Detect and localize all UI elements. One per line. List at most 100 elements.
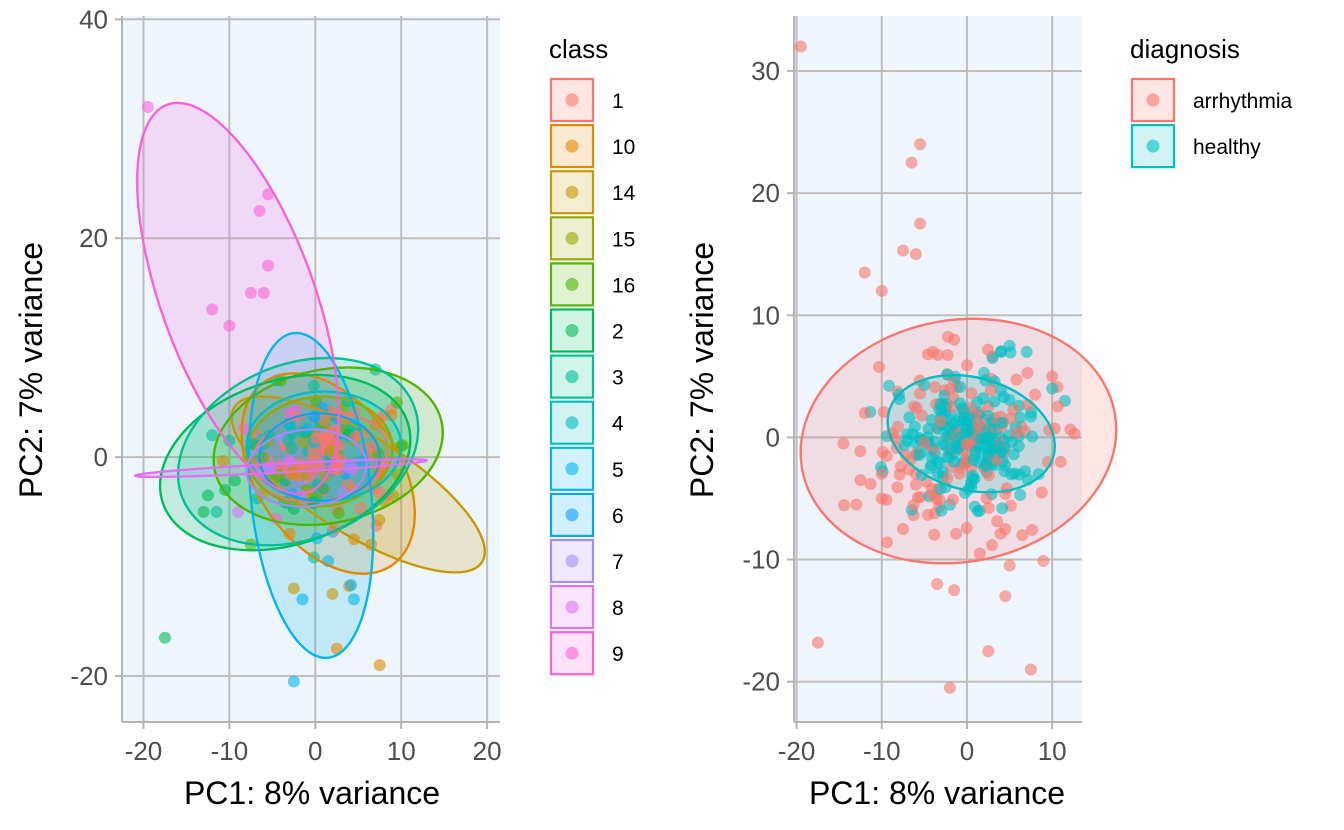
point-healthy (998, 465, 1011, 478)
legend-class: class 1 10 14 15 16 2 3 4 5 6 7 8 9 (549, 34, 636, 676)
point-healthy (908, 420, 921, 433)
legend-class-key-point (565, 646, 579, 660)
point-9 (262, 259, 275, 272)
point-arrhythmia (1046, 370, 1059, 383)
legend-class-label: 5 (612, 459, 624, 482)
right-points (794, 40, 1081, 694)
point-arrhythmia (837, 437, 850, 450)
left-x-tick-label: -20 (125, 736, 163, 766)
point-arrhythmia (914, 217, 927, 230)
left-x-tick-label: -10 (211, 736, 249, 766)
legend-class-key-point (565, 231, 579, 245)
point-16 (273, 468, 286, 481)
point-healthy (966, 469, 979, 482)
point-3 (210, 505, 223, 518)
point-8 (231, 505, 244, 518)
legend-diagnosis-title: diagnosis (1130, 34, 1240, 64)
point-9 (262, 188, 275, 201)
point-arrhythmia (1016, 529, 1029, 542)
point-7 (342, 461, 355, 474)
point-arrhythmia (1051, 400, 1064, 413)
point-1 (310, 432, 323, 445)
legend-class-item: 15 (549, 216, 635, 261)
left-x-axis-title: PC1: 8% variance (184, 775, 440, 811)
point-9 (257, 286, 270, 299)
ellipse-outline-9 (136, 101, 340, 496)
point-2 (228, 474, 241, 487)
point-2 (197, 505, 210, 518)
point-arrhythmia (960, 438, 973, 451)
point-arrhythmia (873, 360, 886, 373)
right-x-tick-label: -10 (863, 736, 901, 766)
point-9 (206, 303, 219, 316)
ellipse-outline-15 (245, 395, 394, 508)
point-1 (354, 502, 367, 515)
point-healthy (922, 422, 935, 435)
right-y-tick-label: 30 (751, 56, 780, 86)
point-arrhythmia (934, 415, 947, 428)
point-arrhythmia (794, 40, 807, 53)
point-5 (296, 593, 309, 606)
point-arrhythmia (928, 381, 941, 394)
point-arrhythmia (917, 436, 930, 449)
point-arrhythmia (891, 481, 904, 494)
right-x-tick-label: 10 (1038, 736, 1067, 766)
point-10 (385, 409, 398, 422)
point-healthy (944, 428, 957, 441)
legend-class-label: 7 (612, 551, 624, 574)
point-healthy (1014, 488, 1027, 501)
legend-class-key-point (565, 139, 579, 153)
point-arrhythmia (875, 468, 888, 481)
point-healthy (973, 456, 986, 469)
legend-class-key-point (565, 93, 579, 107)
point-arrhythmia (984, 384, 997, 397)
right-y-tick-label: -10 (742, 545, 780, 575)
legend-diagnosis-key-point (1146, 93, 1160, 107)
point-arrhythmia (1024, 663, 1037, 676)
point-arrhythmia (858, 266, 871, 279)
point-arrhythmia (907, 498, 920, 511)
point-arrhythmia (965, 387, 978, 400)
legend-class-key-point (565, 324, 579, 337)
point-arrhythmia (1010, 373, 1023, 386)
right-x-axis-title: PC1: 8% variance (809, 775, 1065, 811)
left-y-axis-title: PC2: 7% variance (13, 242, 49, 498)
point-healthy (932, 467, 945, 480)
legend-class-key-point (565, 277, 579, 291)
point-9 (141, 100, 154, 113)
point-arrhythmia (982, 645, 995, 658)
point-3 (282, 434, 295, 447)
point-arrhythmia (941, 472, 954, 485)
point-healthy (1024, 410, 1037, 423)
legend-class-label: 3 (612, 367, 624, 390)
legend-class-label: 2 (612, 321, 624, 344)
legend-class-label: 15 (612, 228, 635, 251)
left-x-tick-label: 10 (387, 736, 416, 766)
legend-class-label: 9 (612, 643, 624, 666)
point-arrhythmia (909, 478, 922, 491)
point-healthy (983, 431, 996, 444)
right-plot-layer: -20 -10 0 10 -20 -10 0 10 20 30 (742, 16, 1118, 766)
point-arrhythmia (897, 523, 910, 536)
point-14 (287, 582, 300, 595)
point-healthy (935, 504, 948, 517)
legend-class-item: 14 (549, 170, 636, 215)
point-arrhythmia (982, 501, 995, 514)
point-arrhythmia (986, 539, 999, 552)
point-10 (216, 455, 229, 468)
point-arrhythmia (943, 681, 956, 694)
legend-class-item: 8 (549, 584, 624, 630)
point-2 (201, 489, 214, 502)
legend-class-item: 2 (549, 308, 624, 353)
legend-class-item: 6 (549, 492, 624, 537)
point-arrhythmia (921, 348, 934, 361)
legend-diagnosis-label: arrhythmia (1193, 90, 1293, 113)
point-healthy (982, 410, 995, 423)
point-healthy (913, 448, 926, 461)
point-9 (253, 204, 266, 217)
point-arrhythmia (854, 474, 867, 487)
point-5 (345, 579, 358, 592)
point-healthy (925, 450, 938, 463)
point-arrhythmia (981, 343, 994, 356)
